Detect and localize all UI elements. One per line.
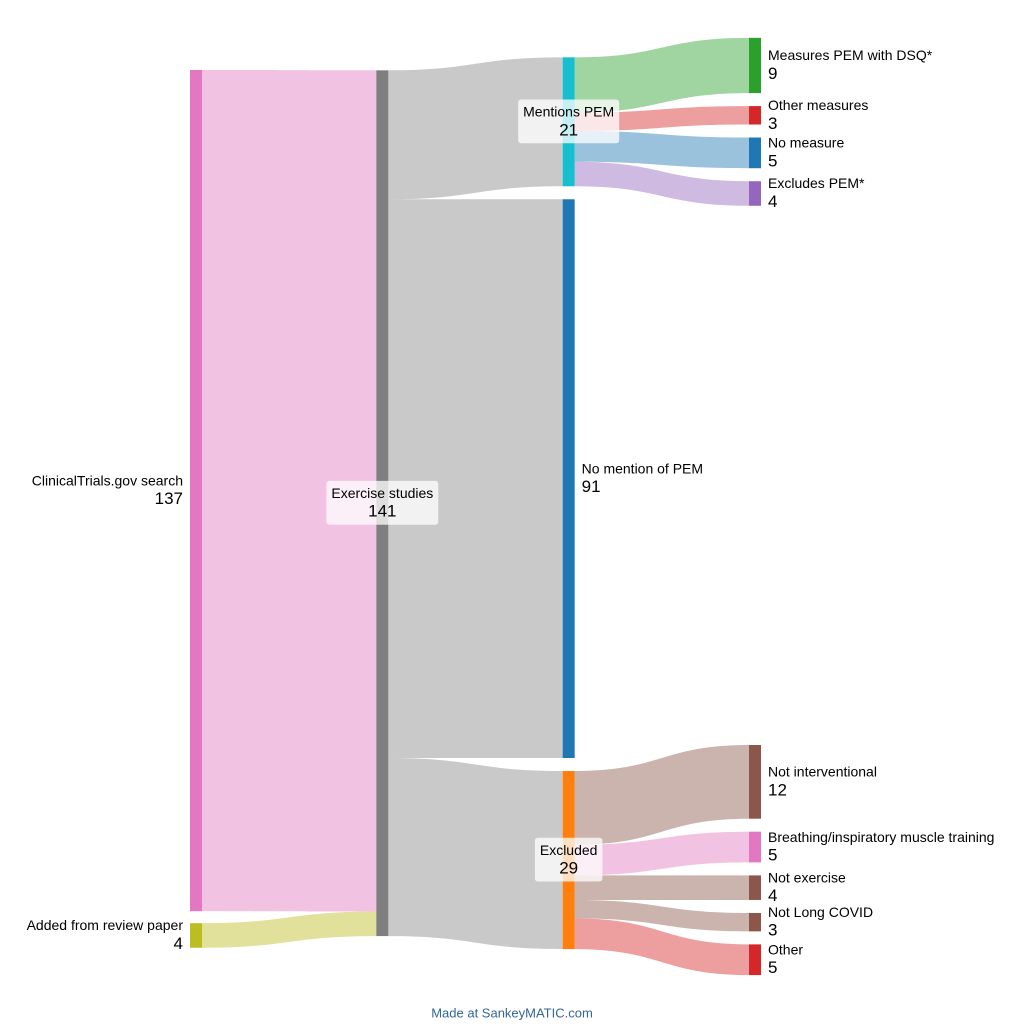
- label-box: [534, 837, 603, 882]
- link: [388, 57, 563, 200]
- node-value: 12: [768, 780, 787, 799]
- node-label: Breathing/inspiratory muscle training: [768, 829, 994, 845]
- link: [574, 37, 749, 113]
- node: [749, 875, 761, 900]
- node-label: Not Long COVID: [768, 904, 873, 920]
- link: [574, 161, 749, 206]
- node-label: No mention of PEM: [582, 460, 703, 476]
- node: [749, 745, 761, 819]
- node-label: ClinicalTrials.gov search: [32, 472, 183, 488]
- node: [749, 831, 761, 863]
- link: [388, 758, 563, 950]
- link: [574, 831, 749, 876]
- node: [749, 37, 761, 94]
- node: [749, 137, 761, 169]
- footer[interactable]: Made at SankeyMATIC.com: [431, 1005, 593, 1020]
- node: [190, 923, 202, 948]
- node: [562, 199, 575, 759]
- node: [190, 70, 202, 912]
- node-value: 5: [768, 846, 777, 865]
- link: [574, 875, 749, 900]
- node-label: No measure: [768, 135, 844, 151]
- link: [202, 911, 377, 948]
- node-value: 141: [368, 502, 396, 521]
- node: [749, 912, 761, 932]
- label-box: [518, 99, 620, 144]
- node-label: Excluded: [540, 842, 598, 858]
- node: [749, 944, 761, 976]
- node-label: Measures PEM with DSQ*: [768, 47, 933, 63]
- node-value: 137: [155, 489, 183, 508]
- node-value: 3: [768, 921, 777, 940]
- node-label: Exercise studies: [331, 485, 433, 501]
- node-value: 21: [559, 120, 578, 139]
- node-label: Other measures: [768, 97, 868, 113]
- node-value: 3: [768, 114, 777, 133]
- node-value: 4: [768, 192, 777, 211]
- link: [574, 745, 749, 845]
- node-label: Not interventional: [768, 764, 877, 780]
- node-value: 5: [768, 958, 777, 977]
- links: [202, 37, 749, 976]
- node-label: Other: [768, 941, 803, 957]
- link: [574, 899, 749, 932]
- node-label: Added from review paper: [27, 917, 184, 933]
- label-box: [326, 480, 439, 525]
- node-value: 5: [768, 151, 777, 170]
- node: [749, 106, 761, 125]
- link: [202, 70, 377, 912]
- node-label: Not exercise: [768, 869, 846, 885]
- node-label: Mentions PEM: [523, 104, 614, 120]
- node: [749, 181, 761, 206]
- node-label: Excludes PEM*: [768, 175, 865, 191]
- node-value: 29: [559, 859, 578, 878]
- node-value: 4: [768, 886, 777, 905]
- node-value: 91: [582, 477, 601, 496]
- link: [388, 199, 563, 759]
- link: [574, 918, 749, 976]
- node-value: 9: [768, 64, 777, 83]
- node-value: 4: [174, 934, 183, 953]
